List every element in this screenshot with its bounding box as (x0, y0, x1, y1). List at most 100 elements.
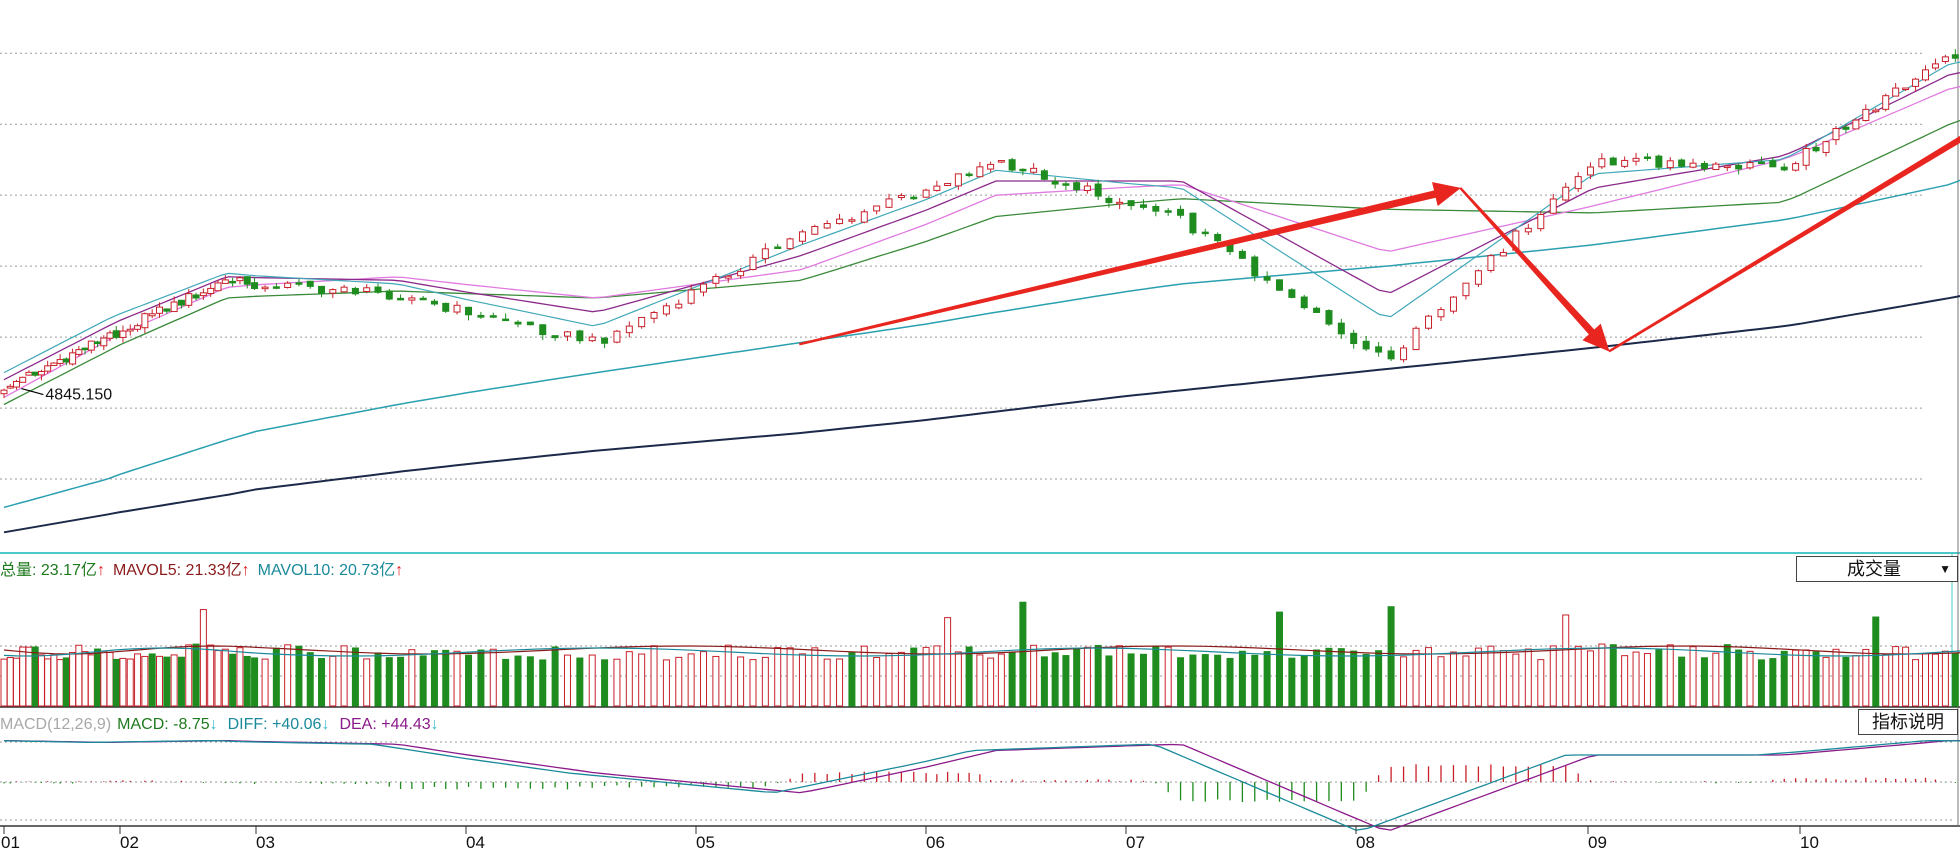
volume-bar (976, 654, 984, 707)
candle-body (1019, 168, 1027, 172)
candle-body (638, 316, 646, 328)
candle-body (1375, 346, 1383, 353)
volume-bar (1700, 657, 1708, 707)
candle-body (12, 380, 20, 388)
volume-bar (1832, 648, 1840, 707)
volume-bar (106, 652, 114, 707)
candle-body (761, 248, 769, 260)
volume-bar (56, 659, 64, 707)
candle-body (650, 312, 658, 319)
candle-body (1666, 160, 1674, 169)
candle-body (56, 359, 64, 364)
candle-body (1655, 155, 1663, 168)
volume-bar (1449, 651, 1457, 707)
candle-body (1892, 87, 1900, 97)
volume-bar (141, 655, 149, 707)
candle-body (1812, 146, 1820, 152)
up-arrow-icon: ↑ (97, 562, 105, 579)
volume-bar (873, 657, 881, 707)
volume-bar (1723, 644, 1731, 707)
candle-body (625, 325, 633, 334)
volume-bar (1655, 649, 1663, 707)
candle-body (860, 211, 868, 223)
x-tick-label-08: 08 (1356, 833, 1375, 852)
candle-body (1474, 270, 1482, 285)
volume-bar (329, 655, 337, 707)
volume-bar (1189, 654, 1197, 707)
x-tick-label-09: 09 (1588, 833, 1607, 852)
candle-body (148, 313, 156, 317)
volume-bar (1462, 655, 1470, 707)
candle-body (62, 358, 70, 363)
candle-body (1214, 233, 1222, 242)
candle-body (6, 385, 14, 389)
candle-body (1621, 159, 1629, 167)
candle-body (81, 347, 89, 351)
candle-body (1400, 347, 1408, 361)
volume-bar (44, 658, 52, 707)
candle-body (1139, 204, 1147, 208)
volume-bar (897, 651, 905, 707)
volume-bar (6, 657, 14, 707)
volume-bar (1757, 659, 1765, 707)
candle-body (1537, 214, 1545, 230)
indicator-help-button[interactable]: 指标说明 (1858, 709, 1958, 735)
candle-body (1040, 170, 1048, 180)
dea-line (3, 739, 1960, 831)
volume-bar (1780, 650, 1788, 707)
candle-body (1449, 296, 1457, 312)
volume-bar (295, 645, 303, 707)
volume-bar (563, 654, 571, 707)
volume-bar (1792, 649, 1800, 707)
candle-body (1931, 63, 1939, 69)
candle-body (1425, 315, 1433, 329)
trend-arrow-3 (1608, 135, 1960, 353)
x-tick-label-02: 02 (120, 833, 139, 852)
volume-bar (798, 653, 806, 707)
volume-bar (1862, 648, 1870, 707)
candle-body (1902, 87, 1910, 91)
volume-bar (1062, 655, 1070, 707)
candle-body (1263, 276, 1271, 281)
indicator-selector-dropdown[interactable]: 成交量 ▼ (1796, 556, 1958, 582)
volume-bar (1400, 656, 1408, 707)
volume-bar (576, 657, 584, 707)
candle-body (737, 270, 745, 277)
candle-body (50, 362, 58, 366)
candle-body (954, 173, 962, 187)
volume-bar (954, 651, 962, 707)
candle-body (1735, 164, 1743, 170)
volume-bar (385, 657, 393, 707)
volume-bar (1822, 656, 1830, 707)
candle-body (1387, 350, 1395, 360)
candle-body (976, 166, 984, 178)
candle-body (19, 376, 27, 383)
volume-bar (1412, 649, 1420, 707)
volume-bar (1214, 654, 1222, 707)
volume-bar (214, 650, 222, 707)
candle-body (1313, 307, 1321, 313)
candle-body (126, 328, 134, 332)
candle-body (811, 226, 819, 235)
volume-bar (351, 647, 359, 707)
candle-body (1912, 78, 1920, 87)
candle-body (1164, 210, 1172, 213)
volume-bar (1941, 650, 1949, 707)
candle-body (1689, 162, 1697, 168)
volume-bar (1425, 647, 1433, 707)
candle-body (442, 302, 450, 312)
candle-body (163, 308, 171, 312)
volume-bar (1812, 651, 1820, 707)
down-arrow-icon: ↓ (210, 716, 218, 733)
candle-body (1116, 201, 1124, 205)
volume-bar (1931, 653, 1939, 707)
ma30-line (3, 119, 1960, 406)
candle-body (526, 321, 534, 326)
volume-bar (1238, 650, 1246, 707)
volume-bar (442, 649, 450, 707)
candle-body (207, 287, 215, 294)
candle-body (261, 286, 269, 290)
candle-body (823, 223, 831, 229)
volume-bar (922, 646, 930, 707)
